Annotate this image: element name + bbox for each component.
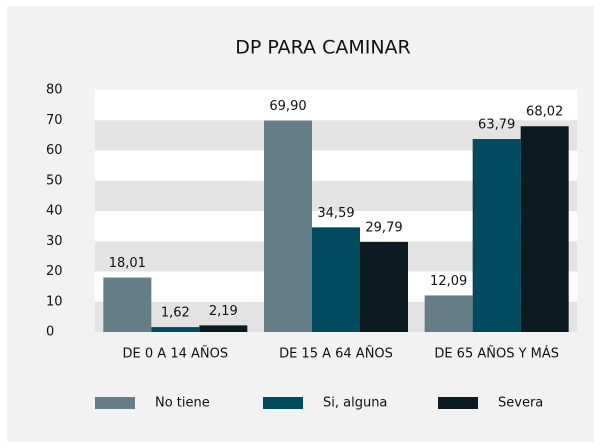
grid-band [95,90,577,121]
value-label: 68,02 [526,105,563,120]
value-label: 34,59 [317,206,354,221]
x-tick-label: DE 15 A 64 AÑOS [279,346,393,362]
value-label: 69,90 [269,99,306,114]
y-tick-label: 50 [46,173,63,188]
legend-swatch [95,397,135,409]
y-tick-label: 10 [46,294,63,309]
y-tick-label: 40 [46,204,63,219]
bar [424,295,473,332]
bar [472,139,521,332]
y-tick-label: 30 [46,234,63,249]
y-tick-label: 60 [46,143,63,158]
bar [312,227,360,332]
chart-title: DP PARA CAMINAR [235,37,411,59]
bar [103,277,152,332]
bar [151,327,200,332]
value-label: 2,19 [209,304,238,319]
bar [199,325,248,332]
bar [520,126,569,332]
value-label: 1,62 [161,306,190,321]
legend-label: Si, alguna [323,396,387,411]
legend-swatch [263,397,303,409]
x-tick-label: DE 0 A 14 AÑOS [123,346,229,362]
y-tick-label: 20 [46,264,63,279]
legend-label: No tiene [155,396,210,411]
value-label: 18,01 [109,256,146,271]
x-tick-label: DE 65 AÑOS Y MÁS [434,346,559,362]
legend-label: Severa [498,396,543,411]
y-tick-label: 80 [46,83,63,98]
y-tick-label: 70 [46,113,63,128]
value-label: 63,79 [478,118,515,133]
y-tick-label: 0 [46,325,54,340]
legend-swatch [438,397,478,409]
value-label: 12,09 [430,274,467,289]
bar [360,241,408,332]
bar [264,120,312,333]
value-label: 29,79 [365,220,402,235]
